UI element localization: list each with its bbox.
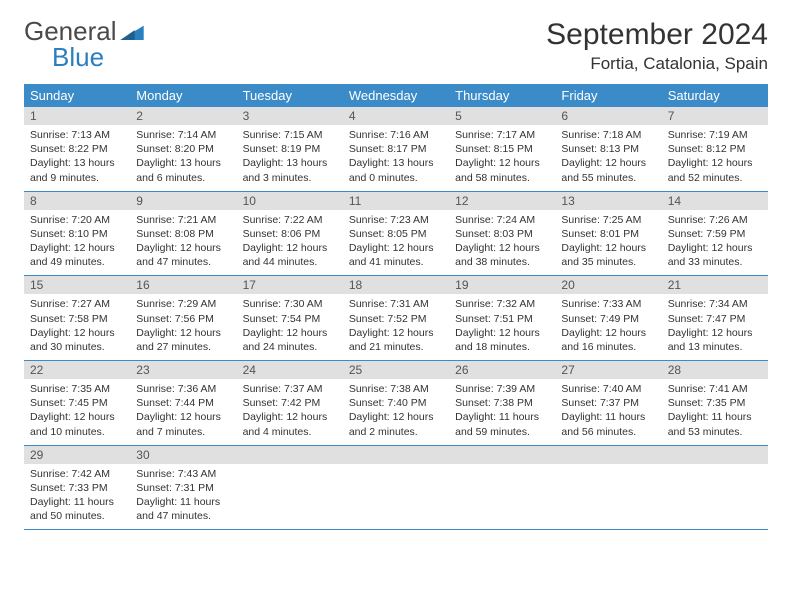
day-number-cell: 6 <box>555 107 661 125</box>
day-number-cell: 9 <box>130 192 236 210</box>
day-number-cell: 1 <box>24 107 130 125</box>
day-number-cell: 11 <box>343 192 449 210</box>
day-info-cell: Sunrise: 7:41 AMSunset: 7:35 PMDaylight:… <box>662 379 768 445</box>
day-number-cell: 12 <box>449 192 555 210</box>
day-number-cell: 21 <box>662 276 768 294</box>
day-info-cell: Sunrise: 7:35 AMSunset: 7:45 PMDaylight:… <box>24 379 130 445</box>
weeks-container: 1234567Sunrise: 7:13 AMSunset: 8:22 PMDa… <box>24 107 768 530</box>
day-number-cell: 2 <box>130 107 236 125</box>
day-number-cell: 4 <box>343 107 449 125</box>
day-number-cell <box>662 446 768 464</box>
day-number-cell: 10 <box>237 192 343 210</box>
day-number-cell: 17 <box>237 276 343 294</box>
day-info-cell: Sunrise: 7:26 AMSunset: 7:59 PMDaylight:… <box>662 210 768 276</box>
day-info-cell <box>662 464 768 530</box>
day-info-cell: Sunrise: 7:15 AMSunset: 8:19 PMDaylight:… <box>237 125 343 191</box>
day-info-cell: Sunrise: 7:24 AMSunset: 8:03 PMDaylight:… <box>449 210 555 276</box>
logo: GeneralBlue <box>24 18 144 70</box>
day-info-cell <box>555 464 661 530</box>
day-number-cell: 23 <box>130 361 236 379</box>
day-info-cell: Sunrise: 7:21 AMSunset: 8:08 PMDaylight:… <box>130 210 236 276</box>
week-number-row: 1234567 <box>24 107 768 125</box>
day-info-cell: Sunrise: 7:34 AMSunset: 7:47 PMDaylight:… <box>662 294 768 360</box>
day-info-cell: Sunrise: 7:18 AMSunset: 8:13 PMDaylight:… <box>555 125 661 191</box>
logo-triangle-icon <box>120 18 144 44</box>
day-number-cell <box>449 446 555 464</box>
day-number-cell: 27 <box>555 361 661 379</box>
month-title: September 2024 <box>546 18 768 52</box>
day-info-cell: Sunrise: 7:31 AMSunset: 7:52 PMDaylight:… <box>343 294 449 360</box>
week-info-row: Sunrise: 7:35 AMSunset: 7:45 PMDaylight:… <box>24 379 768 446</box>
day-info-cell: Sunrise: 7:43 AMSunset: 7:31 PMDaylight:… <box>130 464 236 530</box>
day-number-cell <box>237 446 343 464</box>
day-header-thursday: Thursday <box>449 84 555 107</box>
day-header-monday: Monday <box>130 84 236 107</box>
day-header-sunday: Sunday <box>24 84 130 107</box>
day-number-cell: 29 <box>24 446 130 464</box>
day-header-wednesday: Wednesday <box>343 84 449 107</box>
week-number-row: 15161718192021 <box>24 276 768 294</box>
day-info-cell <box>343 464 449 530</box>
day-info-cell: Sunrise: 7:13 AMSunset: 8:22 PMDaylight:… <box>24 125 130 191</box>
day-number-cell: 14 <box>662 192 768 210</box>
week-info-row: Sunrise: 7:42 AMSunset: 7:33 PMDaylight:… <box>24 464 768 531</box>
day-number-cell: 7 <box>662 107 768 125</box>
day-number-cell: 28 <box>662 361 768 379</box>
day-number-cell: 20 <box>555 276 661 294</box>
day-info-cell: Sunrise: 7:33 AMSunset: 7:49 PMDaylight:… <box>555 294 661 360</box>
day-info-cell: Sunrise: 7:16 AMSunset: 8:17 PMDaylight:… <box>343 125 449 191</box>
day-number-cell: 16 <box>130 276 236 294</box>
day-info-cell: Sunrise: 7:36 AMSunset: 7:44 PMDaylight:… <box>130 379 236 445</box>
title-block: September 2024 Fortia, Catalonia, Spain <box>546 18 768 74</box>
week-number-row: 891011121314 <box>24 192 768 210</box>
day-info-cell: Sunrise: 7:39 AMSunset: 7:38 PMDaylight:… <box>449 379 555 445</box>
logo-text-blue: Blue <box>52 44 144 70</box>
day-number-cell: 24 <box>237 361 343 379</box>
day-info-cell: Sunrise: 7:37 AMSunset: 7:42 PMDaylight:… <box>237 379 343 445</box>
day-info-cell: Sunrise: 7:19 AMSunset: 8:12 PMDaylight:… <box>662 125 768 191</box>
week-number-row: 22232425262728 <box>24 361 768 379</box>
day-number-cell: 15 <box>24 276 130 294</box>
week-info-row: Sunrise: 7:27 AMSunset: 7:58 PMDaylight:… <box>24 294 768 361</box>
day-number-cell: 30 <box>130 446 236 464</box>
week-info-row: Sunrise: 7:20 AMSunset: 8:10 PMDaylight:… <box>24 210 768 277</box>
day-number-cell: 22 <box>24 361 130 379</box>
day-number-cell <box>555 446 661 464</box>
day-info-cell: Sunrise: 7:29 AMSunset: 7:56 PMDaylight:… <box>130 294 236 360</box>
day-info-cell: Sunrise: 7:20 AMSunset: 8:10 PMDaylight:… <box>24 210 130 276</box>
week-info-row: Sunrise: 7:13 AMSunset: 8:22 PMDaylight:… <box>24 125 768 192</box>
day-number-cell: 18 <box>343 276 449 294</box>
week-number-row: 2930 <box>24 446 768 464</box>
day-info-cell: Sunrise: 7:27 AMSunset: 7:58 PMDaylight:… <box>24 294 130 360</box>
page-header: GeneralBlue September 2024 Fortia, Catal… <box>24 18 768 74</box>
day-number-cell: 5 <box>449 107 555 125</box>
day-info-cell: Sunrise: 7:23 AMSunset: 8:05 PMDaylight:… <box>343 210 449 276</box>
day-number-cell: 26 <box>449 361 555 379</box>
day-header-saturday: Saturday <box>662 84 768 107</box>
day-info-cell: Sunrise: 7:32 AMSunset: 7:51 PMDaylight:… <box>449 294 555 360</box>
day-number-cell <box>343 446 449 464</box>
day-number-cell: 8 <box>24 192 130 210</box>
day-info-cell: Sunrise: 7:22 AMSunset: 8:06 PMDaylight:… <box>237 210 343 276</box>
calendar-grid: Sunday Monday Tuesday Wednesday Thursday… <box>24 84 768 530</box>
day-info-cell: Sunrise: 7:30 AMSunset: 7:54 PMDaylight:… <box>237 294 343 360</box>
day-header-tuesday: Tuesday <box>237 84 343 107</box>
day-info-cell <box>237 464 343 530</box>
day-info-cell: Sunrise: 7:40 AMSunset: 7:37 PMDaylight:… <box>555 379 661 445</box>
day-info-cell: Sunrise: 7:42 AMSunset: 7:33 PMDaylight:… <box>24 464 130 530</box>
day-info-cell: Sunrise: 7:25 AMSunset: 8:01 PMDaylight:… <box>555 210 661 276</box>
logo-text-general: General <box>24 18 117 44</box>
day-header-friday: Friday <box>555 84 661 107</box>
day-number-cell: 25 <box>343 361 449 379</box>
day-info-cell: Sunrise: 7:17 AMSunset: 8:15 PMDaylight:… <box>449 125 555 191</box>
day-number-cell: 3 <box>237 107 343 125</box>
day-info-cell <box>449 464 555 530</box>
day-info-cell: Sunrise: 7:38 AMSunset: 7:40 PMDaylight:… <box>343 379 449 445</box>
day-number-cell: 19 <box>449 276 555 294</box>
day-headers-row: Sunday Monday Tuesday Wednesday Thursday… <box>24 84 768 107</box>
day-number-cell: 13 <box>555 192 661 210</box>
day-info-cell: Sunrise: 7:14 AMSunset: 8:20 PMDaylight:… <box>130 125 236 191</box>
location-text: Fortia, Catalonia, Spain <box>546 54 768 74</box>
